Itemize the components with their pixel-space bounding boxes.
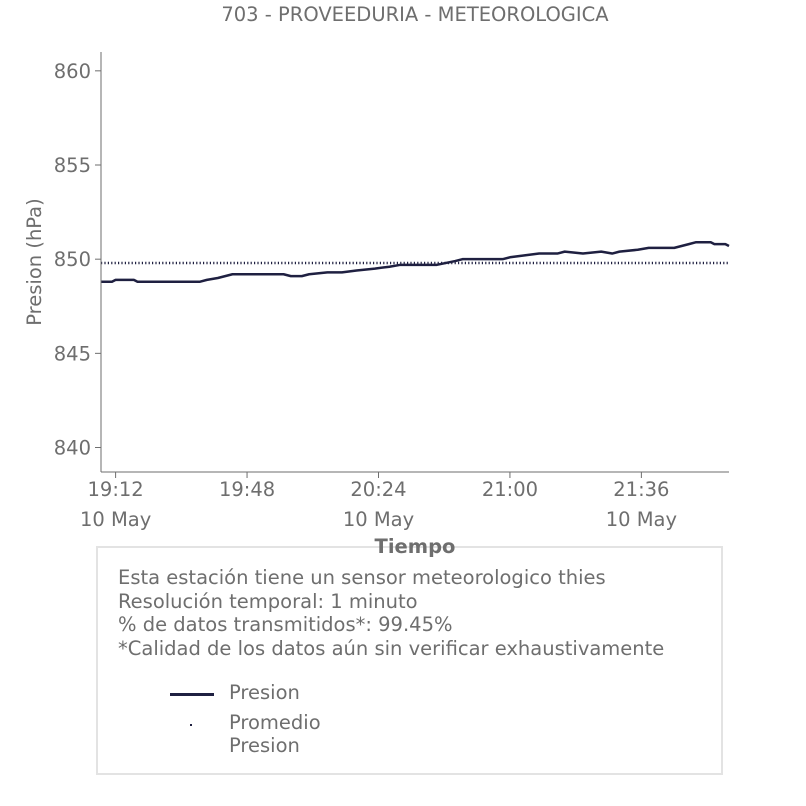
- plot-area: [101, 240, 730, 284]
- legend-line-swatch: [170, 693, 214, 696]
- series-line-presion: [101, 240, 730, 284]
- pressure-chart: 703 - PROVEEDURIA - METEOROLOGICA 840 845…: [23, 3, 730, 531]
- x-tick-label: 19:48: [219, 478, 275, 501]
- x-tick-label: 21:36: [613, 478, 669, 501]
- y-tick-label: 850: [54, 248, 91, 271]
- y-tick-label: 860: [54, 60, 91, 83]
- x-ticks: 19:12 10 May 19:48 20:24 10 May 21:00 21:36 10 …: [80, 472, 677, 531]
- x-tick-sublabel: 10 May: [343, 508, 414, 531]
- info-line-quality: *Calidad de los datos aún sin verificar …: [118, 636, 665, 660]
- y-tick-label: 840: [54, 437, 91, 460]
- y-ticks: 840 845 850 855 860: [54, 60, 101, 460]
- legend-label-promedio: Promedio Presion: [229, 711, 321, 757]
- legend-dot-swatch: [190, 724, 192, 726]
- info-text: Esta estación tiene un sensor meteorolog…: [118, 566, 664, 660]
- info-line-resolution: Resolución temporal: 1 minuto: [118, 589, 418, 613]
- chart-title: 703 - PROVEEDURIA - METEOROLOGICA: [221, 3, 609, 26]
- x-tick-label: 21:00: [482, 478, 538, 501]
- x-tick-label: 19:12: [88, 478, 144, 501]
- info-line-transmitted: % de datos transmitidos*: 99.45%: [118, 613, 453, 636]
- x-tick-sublabel: 10 May: [80, 508, 151, 531]
- info-line-station: Esta estación tiene un sensor meteorolog…: [118, 566, 606, 589]
- y-tick-label: 845: [54, 342, 91, 365]
- x-tick-sublabel: 10 May: [606, 508, 677, 531]
- info-box: Esta estación tiene un sensor meteorolog…: [96, 546, 723, 775]
- y-axis-label: Presion (hPa): [23, 198, 46, 325]
- y-tick-label: 855: [54, 154, 91, 177]
- x-tick-label: 20:24: [350, 478, 406, 501]
- legend-label-presion: Presion: [229, 681, 300, 704]
